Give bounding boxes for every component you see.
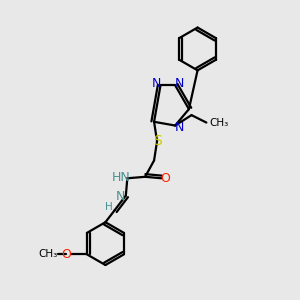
Text: HN: HN — [111, 171, 130, 184]
Text: O: O — [160, 172, 170, 185]
Text: CH₃: CH₃ — [38, 249, 57, 259]
Text: N: N — [116, 190, 125, 203]
Text: CH₃: CH₃ — [209, 118, 229, 128]
Text: O: O — [62, 248, 72, 261]
Text: N: N — [152, 77, 161, 90]
Text: S: S — [154, 134, 162, 148]
Text: N: N — [175, 77, 184, 90]
Text: H: H — [105, 202, 112, 212]
Text: N: N — [175, 121, 184, 134]
